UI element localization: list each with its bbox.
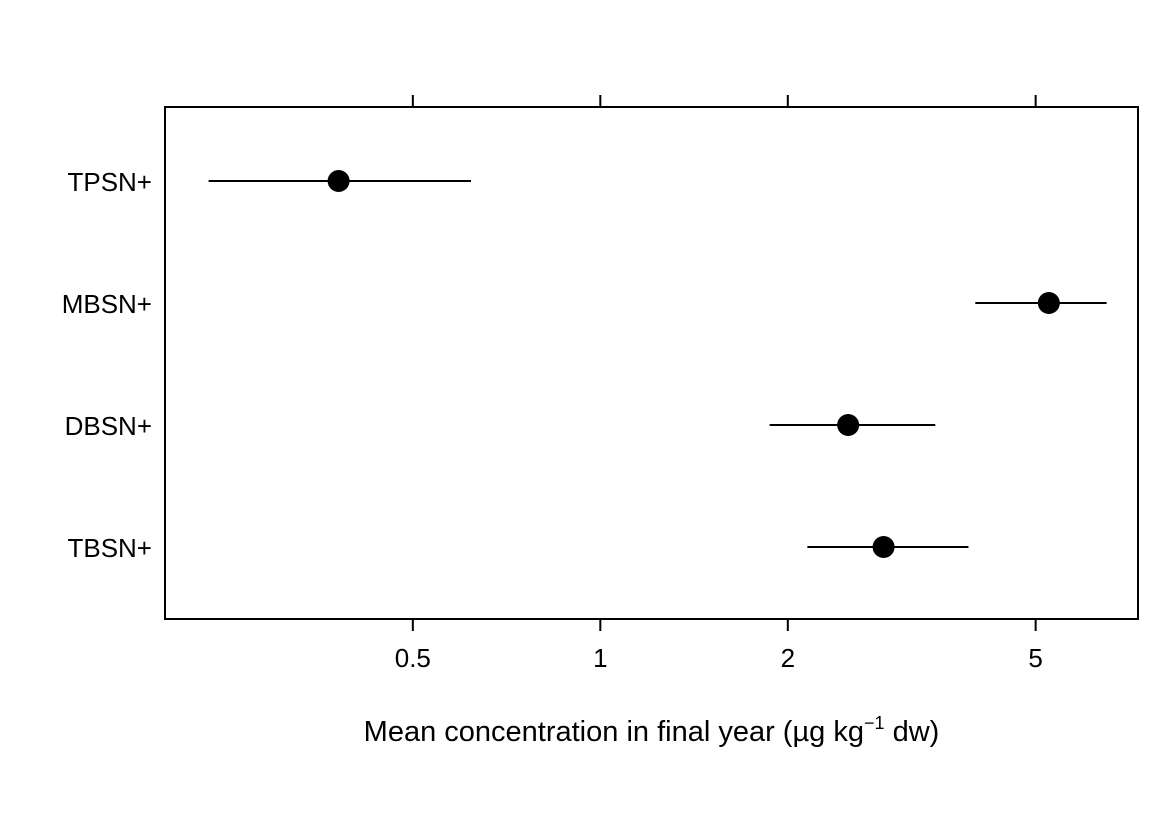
x-tick-label: 2 xyxy=(781,643,795,673)
mean-point xyxy=(872,536,895,558)
mean-point xyxy=(327,170,350,192)
y-category-label: TBSN+ xyxy=(67,533,152,563)
y-category-label: DBSN+ xyxy=(65,411,152,441)
x-tick-label: 1 xyxy=(593,643,607,673)
x-axis-top xyxy=(411,95,1037,107)
x-axis-title-suffix: dw) xyxy=(884,716,940,748)
x-axis-title: Mean concentration in final year (µg kg−… xyxy=(165,712,1138,752)
y-category-label: MBSN+ xyxy=(62,289,152,319)
mean-point xyxy=(1037,292,1060,314)
x-axis-title-superscript: −1 xyxy=(863,713,885,733)
x-tick-label: 5 xyxy=(1028,643,1042,673)
x-axis-bottom: 0.5 1 2 5 xyxy=(395,619,1043,673)
y-category-label: TPSN+ xyxy=(67,167,152,197)
mean-point xyxy=(837,414,860,436)
x-tick-label: 0.5 xyxy=(395,643,431,673)
plot-frame xyxy=(164,106,1139,620)
x-axis-title-prefix: Mean concentration in final year (µg kg xyxy=(363,716,864,748)
y-axis-labels: TPSN+ MBSN+ DBSN+ TBSN+ xyxy=(62,167,152,563)
interval-lines xyxy=(208,180,1107,548)
point-markers xyxy=(327,170,1060,558)
